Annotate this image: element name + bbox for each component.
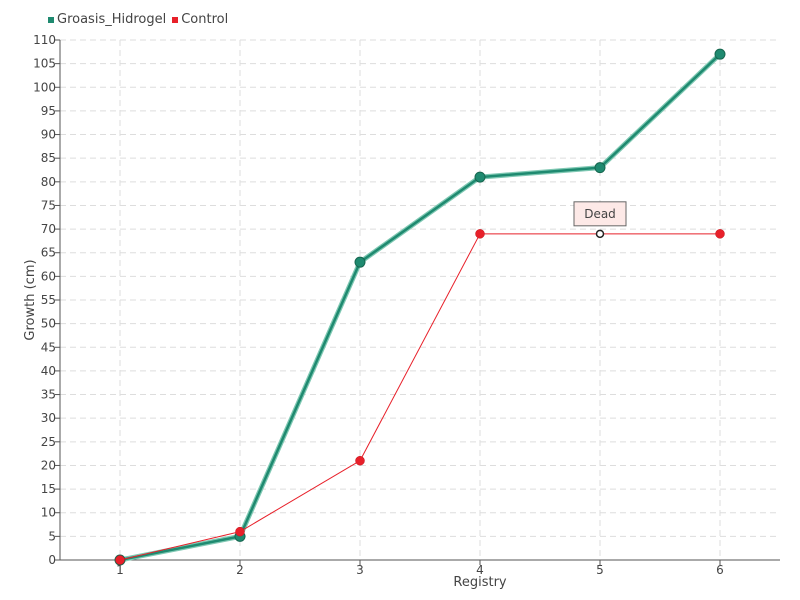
legend-swatch-control-icon bbox=[172, 16, 179, 23]
y-tick-label: 60 bbox=[41, 269, 56, 283]
data-point-groasis-hidrogel[interactable] bbox=[474, 171, 486, 183]
legend-label-control: Control bbox=[181, 12, 229, 27]
annotation-box bbox=[573, 201, 627, 227]
legend-item-groasis[interactable]: Groasis_Hidrogel bbox=[48, 12, 166, 27]
legend: Groasis_Hidrogel Control bbox=[48, 12, 228, 27]
data-point-control[interactable] bbox=[235, 526, 245, 537]
y-tick-label: 30 bbox=[41, 411, 56, 425]
y-tick-label: 35 bbox=[41, 388, 56, 402]
y-axis-ticks: 0 5 10 15 20 25 30 35 40 45 50 55 60 65 70 75 80 85 90 95 10… bbox=[33, 33, 60, 567]
x-tick-label: 6 bbox=[716, 563, 724, 577]
y-tick-label: 25 bbox=[41, 435, 56, 449]
y-tick-label: 95 bbox=[41, 104, 56, 118]
y-tick-label: 50 bbox=[41, 317, 56, 331]
y-tick-label: 90 bbox=[41, 128, 56, 142]
y-tick-label: 75 bbox=[41, 198, 56, 212]
y-tick-label: 15 bbox=[41, 482, 56, 496]
x-axis-ticks: 1 2 3 4 5 6 bbox=[116, 560, 724, 577]
y-tick-label: 20 bbox=[41, 458, 56, 472]
x-tick-label: 5 bbox=[596, 563, 604, 577]
y-tick-label: 55 bbox=[41, 293, 56, 307]
grid bbox=[60, 39, 780, 560]
legend-item-control[interactable]: Control bbox=[172, 12, 228, 27]
data-point-control[interactable] bbox=[115, 555, 125, 565]
y-axis-title: Growth (cm) bbox=[23, 259, 38, 340]
annotation-dead: Dead bbox=[573, 201, 627, 227]
y-tick-label: 100 bbox=[33, 80, 56, 94]
data-point-groasis-hidrogel[interactable] bbox=[594, 162, 606, 174]
legend-swatch-groasis-icon bbox=[48, 16, 54, 23]
annotations: Dead bbox=[573, 201, 627, 227]
series-layer bbox=[114, 48, 726, 566]
annotation-label: Dead bbox=[584, 207, 616, 221]
x-tick-label: 3 bbox=[356, 563, 364, 577]
y-tick-label: 110 bbox=[33, 33, 56, 47]
y-tick-label: 65 bbox=[41, 246, 56, 260]
series-line-groasis-hidrogel-halo bbox=[119, 52, 722, 563]
y-tick-label: 85 bbox=[41, 151, 56, 165]
x-axis-title: Registry bbox=[453, 575, 507, 590]
y-tick-label: 5 bbox=[48, 529, 56, 543]
x-tick-label: 2 bbox=[236, 563, 244, 577]
data-point-control[interactable] bbox=[475, 229, 485, 239]
legend-label-groasis: Groasis_Hidrogel bbox=[57, 12, 167, 27]
y-tick-label: 45 bbox=[41, 340, 56, 354]
data-point-control-highlighted[interactable] bbox=[595, 229, 605, 239]
y-tick-label: 70 bbox=[41, 222, 56, 236]
x-tick-label: 4 bbox=[476, 563, 484, 577]
data-point-control[interactable] bbox=[715, 229, 725, 239]
series-control bbox=[115, 229, 725, 565]
y-tick-label: 10 bbox=[41, 506, 56, 520]
series-groasis-hidrogel bbox=[114, 48, 726, 566]
data-point-groasis-hidrogel[interactable] bbox=[354, 256, 366, 268]
data-point-control[interactable] bbox=[355, 455, 365, 466]
y-tick-label: 105 bbox=[33, 57, 56, 71]
series-line-control bbox=[119, 233, 720, 561]
data-point-groasis-hidrogel[interactable] bbox=[714, 48, 726, 60]
x-tick-label: 1 bbox=[116, 563, 124, 577]
y-tick-label: 0 bbox=[48, 553, 56, 567]
y-tick-label: 80 bbox=[41, 175, 56, 189]
series-line-groasis-hidrogel bbox=[119, 53, 721, 562]
y-tick-label: 40 bbox=[41, 364, 56, 378]
